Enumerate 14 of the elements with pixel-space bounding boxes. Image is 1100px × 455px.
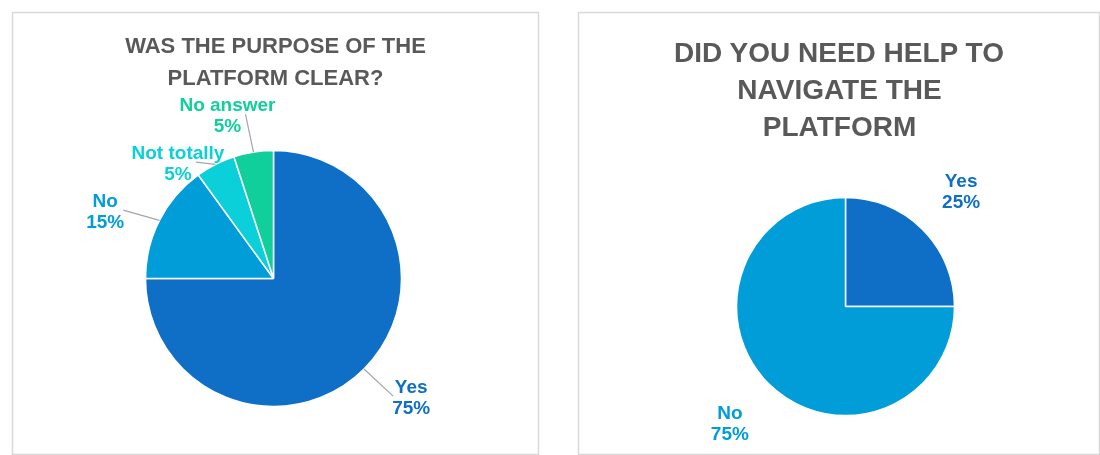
slice-label: No answer — [179, 93, 277, 115]
data-label: 5% — [164, 162, 192, 184]
data-label: 15% — [86, 210, 125, 232]
slice-label: Yes — [944, 170, 978, 192]
slice-label: Not totally — [131, 141, 225, 163]
data-label: 25% — [942, 191, 981, 213]
slice-label: No — [92, 189, 118, 211]
data-label: 75% — [392, 396, 431, 418]
chart-title: WAS THE PURPOSE OF THE PLATFORM CLEAR? — [125, 33, 426, 90]
slice-label: Yes — [394, 375, 428, 397]
data-label: 75% — [710, 422, 750, 444]
data-label: 5% — [213, 114, 242, 136]
chart-title: DID YOU NEED HELP TO NAVIGATE THE PLATFORM — [674, 37, 1004, 142]
slice-label: No — [717, 401, 743, 423]
